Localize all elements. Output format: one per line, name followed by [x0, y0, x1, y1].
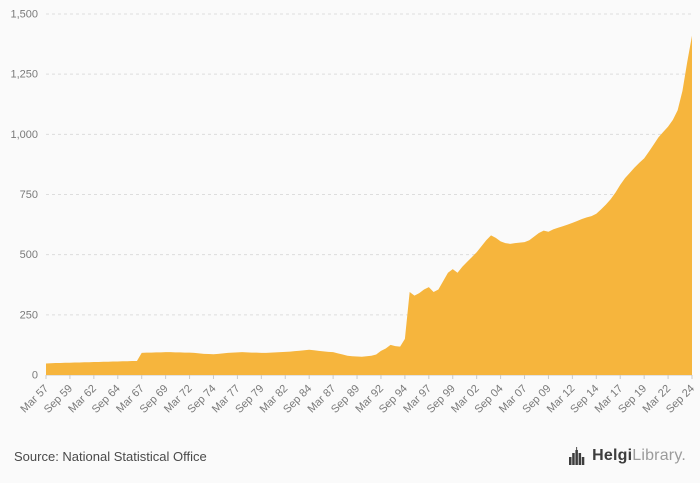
logo-text-dot: .	[681, 447, 686, 464]
y-axis-labels: 0 250 500 750 1,000 1,250 1,500	[10, 9, 38, 382]
helgilibrary-logo[interactable]: HelgiLibrary.	[568, 446, 686, 466]
helgilibrary-icon	[569, 446, 585, 465]
svg-text:500: 500	[20, 249, 38, 261]
chart-plot-area: 0 250 500 750 1,000 1,250 1,500 Mar 57 Sep 59 Mar…	[10, 9, 697, 416]
svg-text:0: 0	[32, 370, 38, 382]
svg-text:1,500: 1,500	[10, 9, 38, 21]
source-label: Source: National Statistical Office	[14, 448, 207, 464]
svg-text:1,250: 1,250	[10, 69, 38, 81]
svg-text:750: 750	[20, 189, 38, 201]
logo-text: HelgiLibrary.	[592, 447, 686, 465]
logo-text-light: Library	[632, 447, 682, 464]
svg-text:250: 250	[20, 309, 38, 321]
x-axis-ticks	[45, 375, 693, 379]
chart-footer: Source: National Statistical Office Helg…	[0, 435, 700, 483]
logo-text-bold: Helgi	[592, 447, 633, 464]
svg-text:1,000: 1,000	[10, 129, 38, 141]
area-series	[46, 35, 692, 375]
